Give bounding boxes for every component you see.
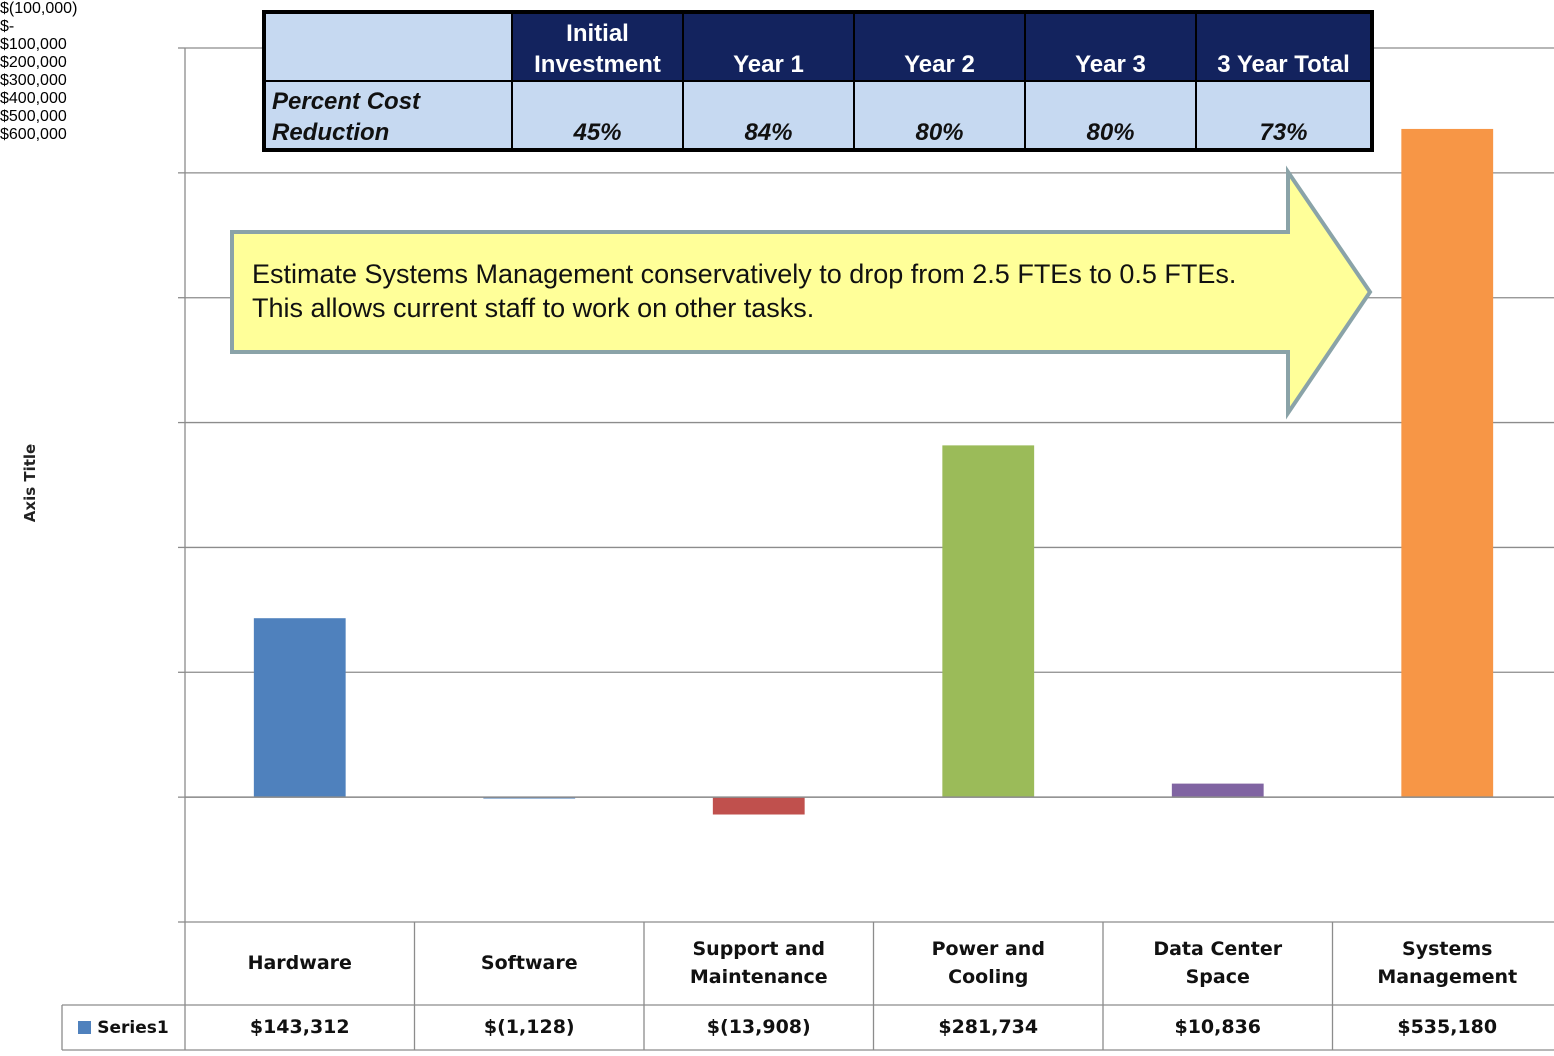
column-header: Year 1 bbox=[682, 11, 855, 82]
y-tick-label: $300,000 bbox=[0, 72, 67, 89]
value-label: $143,312 bbox=[249, 1015, 350, 1038]
y-axis-title: Axis Title bbox=[21, 443, 39, 523]
bar bbox=[253, 618, 346, 798]
bar bbox=[942, 445, 1035, 798]
y-tick-label: $500,000 bbox=[0, 108, 67, 125]
bar bbox=[712, 797, 805, 815]
value-label: $(1,128) bbox=[483, 1015, 575, 1038]
cell: 80% bbox=[853, 80, 1026, 151]
y-tick-label: $- bbox=[0, 18, 15, 35]
column-header: 3 Year Total bbox=[1195, 11, 1373, 82]
row-label: Percent Cost Reduction bbox=[263, 80, 513, 151]
x-tick-label: Power and Cooling bbox=[931, 937, 1045, 988]
value-label: $535,180 bbox=[1397, 1015, 1498, 1038]
y-tick-label: $600,000 bbox=[0, 126, 67, 143]
value-label: $(13,908) bbox=[706, 1015, 811, 1038]
corner-cell bbox=[263, 11, 513, 82]
x-tick-label: Support and Maintenance bbox=[689, 937, 828, 988]
cell: 73% bbox=[1195, 80, 1373, 151]
column-header: Initial Investment bbox=[511, 11, 684, 82]
cell: 45% bbox=[511, 80, 684, 151]
x-tick-label: Software bbox=[480, 951, 578, 974]
bar bbox=[1401, 128, 1494, 798]
cell: 84% bbox=[682, 80, 855, 151]
bar bbox=[1171, 783, 1264, 798]
x-tick-label: Data Center Space bbox=[1153, 937, 1283, 988]
y-tick-label: $(100,000) bbox=[0, 0, 78, 17]
y-tick-label: $200,000 bbox=[0, 54, 67, 71]
cost-data-row: Percent Cost Reduction 45% 84% 80% 80% 73% bbox=[263, 80, 1373, 151]
value-label: $281,734 bbox=[938, 1015, 1039, 1038]
legend-entry: Series1 bbox=[62, 1005, 185, 1050]
x-tick-label: Systems Management bbox=[1377, 937, 1518, 988]
legend-label: Series1 bbox=[97, 1017, 169, 1038]
column-header: Year 2 bbox=[853, 11, 1026, 82]
column-header: Year 3 bbox=[1024, 11, 1197, 82]
y-tick-label: $100,000 bbox=[0, 36, 67, 53]
y-tick-label: $400,000 bbox=[0, 90, 67, 107]
legend-swatch bbox=[78, 1021, 92, 1034]
cell: 80% bbox=[1024, 80, 1197, 151]
x-tick-label: Hardware bbox=[247, 951, 352, 974]
callout-arrow bbox=[230, 165, 1373, 420]
value-label: $10,836 bbox=[1174, 1015, 1262, 1038]
annotation: Estimate Systems Management conservative… bbox=[252, 259, 1251, 323]
